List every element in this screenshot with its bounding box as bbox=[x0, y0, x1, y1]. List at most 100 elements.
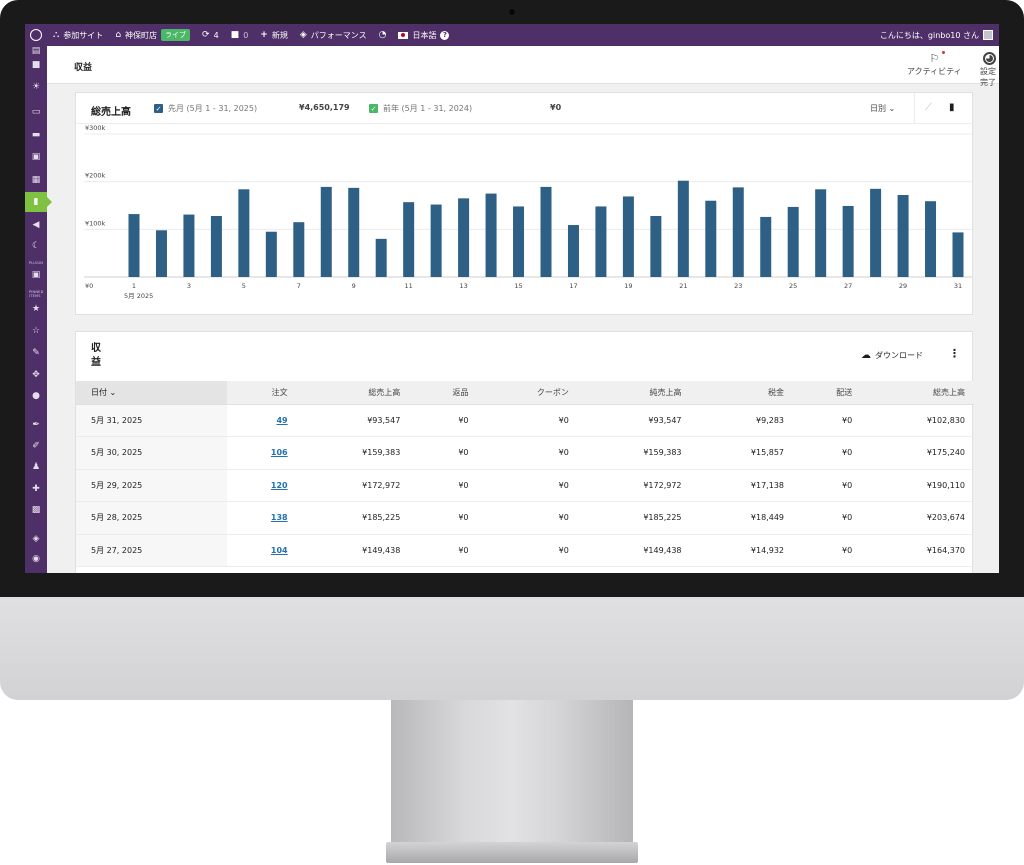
star-outline-icon[interactable]: ☆ bbox=[31, 326, 41, 336]
comments-menu[interactable]: ■ 0 bbox=[231, 30, 249, 40]
bar bbox=[128, 214, 140, 277]
interval-select[interactable]: 日別 ⌄ bbox=[870, 103, 895, 114]
comments-icon[interactable]: ■ bbox=[31, 60, 41, 70]
legend-item-current[interactable]: ✓ 先月 (5月 1 - 31, 2025) bbox=[154, 103, 257, 114]
menu-posts-icon[interactable]: ▤ bbox=[31, 46, 41, 56]
plugin-icon[interactable]: ▣ bbox=[31, 270, 41, 280]
column-header-returns[interactable]: 返品 bbox=[409, 381, 478, 405]
settings-icon[interactable]: ▩ bbox=[31, 505, 41, 515]
column-header-shipping[interactable]: 配送 bbox=[793, 381, 862, 405]
x-tick-label: 21 bbox=[679, 282, 687, 290]
bar bbox=[567, 225, 579, 277]
performance-label: パフォーマンス bbox=[310, 30, 367, 40]
flag-icon: ⚐ bbox=[929, 51, 946, 66]
blocks-icon[interactable]: ▦ bbox=[31, 175, 41, 185]
bar bbox=[485, 193, 497, 277]
cell-gross: ¥149,438 bbox=[296, 534, 410, 567]
greeting-label: こんにちは、ginbo10 さん bbox=[879, 30, 979, 40]
location-icon[interactable]: ● bbox=[32, 391, 40, 401]
orders-link[interactable]: 104 bbox=[270, 545, 288, 555]
cell-tax: ¥17,138 bbox=[690, 469, 794, 502]
column-header-date[interactable]: 日付 ⌄ bbox=[76, 381, 227, 405]
screen: ⛬ 参加サイト ⌂ 神保町店 ライブ ⟳ 4 ■ 0 + 新規 ◈ パフォーマン… bbox=[25, 24, 999, 573]
bar bbox=[403, 202, 415, 277]
column-header-tax[interactable]: 税金 bbox=[690, 381, 794, 405]
plus-icon: + bbox=[260, 30, 268, 40]
x-tick-label: 15 bbox=[514, 282, 522, 290]
orders-link[interactable]: 106 bbox=[270, 448, 288, 458]
legend-label-current: 先月 (5月 1 - 31, 2025) bbox=[168, 104, 258, 113]
brush-icon[interactable]: ✐ bbox=[32, 441, 40, 451]
hammer-icon[interactable]: ✒ bbox=[32, 420, 40, 430]
x-tick-label: 29 bbox=[899, 282, 907, 290]
bar bbox=[210, 215, 222, 277]
my-sites-menu[interactable]: ⛬ 参加サイト bbox=[53, 30, 103, 41]
y-tick-label: ¥200k bbox=[85, 172, 106, 180]
cell-shipping: ¥0 bbox=[793, 534, 862, 567]
column-header-gross[interactable]: 総売上高 bbox=[296, 381, 410, 405]
checkbox-previous[interactable]: ✓ bbox=[369, 104, 378, 113]
site-health-menu[interactable]: ◔ bbox=[379, 30, 387, 40]
monitor-stand bbox=[391, 700, 633, 844]
column-header-orders[interactable]: 注文 bbox=[227, 381, 297, 405]
cell-shipping: ¥0 bbox=[793, 436, 862, 470]
updates-menu[interactable]: ⟳ 4 bbox=[202, 30, 219, 40]
payments-icon[interactable]: ▣ bbox=[31, 152, 41, 162]
bar bbox=[155, 230, 167, 277]
column-header-total[interactable]: 総売上高 bbox=[861, 381, 974, 405]
comments-count: 0 bbox=[243, 30, 249, 40]
avatar bbox=[983, 30, 993, 40]
more-options-icon[interactable]: ⋮ bbox=[949, 347, 960, 360]
bar bbox=[870, 188, 882, 277]
y-tick-label: ¥100k bbox=[85, 219, 106, 227]
plugin-tag: PLUGIN bbox=[29, 261, 44, 265]
bar bbox=[677, 180, 689, 277]
monitor-chin bbox=[0, 597, 1024, 700]
x-tick-label: 31 bbox=[954, 282, 962, 290]
account-menu[interactable]: こんにちは、ginbo10 さん bbox=[880, 24, 993, 46]
column-header-net[interactable]: 純売上高 bbox=[577, 381, 691, 405]
x-tick-label: 7 bbox=[297, 282, 301, 290]
cell-coupons: ¥0 bbox=[477, 469, 578, 502]
cell-date: 5月 28, 2025 bbox=[76, 501, 227, 535]
bar bbox=[540, 186, 552, 277]
cell-tax: ¥14,932 bbox=[690, 534, 794, 567]
bar-chart-icon[interactable]: ▮ bbox=[949, 102, 955, 113]
orders-link[interactable]: 120 bbox=[270, 480, 288, 490]
megaphone-icon[interactable]: ◀ bbox=[32, 220, 40, 230]
tools-icon[interactable]: ✚ bbox=[32, 484, 40, 494]
legend-item-previous[interactable]: ✓ 前年 (5月 1 - 31, 2024) bbox=[369, 103, 472, 114]
table-title: 収益 bbox=[91, 343, 101, 368]
performance-menu[interactable]: ◈ パフォーマンス bbox=[300, 30, 367, 41]
collapse-icon[interactable]: ◉ bbox=[32, 554, 40, 564]
setup-button[interactable]: 設定完了 bbox=[980, 52, 999, 88]
archive-icon[interactable]: ▬ bbox=[31, 130, 41, 140]
cell-net: ¥185,225 bbox=[577, 501, 691, 535]
language-menu[interactable]: 日本語 ? bbox=[398, 30, 450, 41]
orders-link[interactable]: 138 bbox=[270, 513, 288, 523]
new-content-menu[interactable]: + 新規 bbox=[260, 30, 288, 41]
line-chart-icon[interactable]: ⟋ bbox=[925, 102, 932, 113]
download-button[interactable]: ☁ ダウンロード bbox=[861, 350, 923, 361]
woo-icon[interactable]: ▭ bbox=[31, 107, 41, 117]
users-icon[interactable]: ♟ bbox=[31, 462, 41, 472]
star-filled-icon[interactable]: ★ bbox=[31, 304, 41, 314]
pin-icon[interactable]: ✎ bbox=[32, 348, 40, 358]
move-icon[interactable]: ✥ bbox=[32, 370, 40, 380]
home-icon: ⌂ bbox=[115, 30, 122, 40]
wordpress-logo-icon[interactable] bbox=[25, 24, 47, 46]
bar bbox=[732, 187, 744, 277]
activity-button[interactable]: ⚐ アクティビティ bbox=[907, 51, 962, 77]
analytics-icon[interactable]: ▮ bbox=[25, 192, 52, 212]
column-header-coupons[interactable]: クーポン bbox=[477, 381, 578, 405]
layers-icon[interactable]: ◈ bbox=[32, 534, 40, 544]
cell-returns: ¥0 bbox=[409, 469, 478, 502]
orders-link[interactable]: 49 bbox=[276, 415, 288, 425]
cell-shipping: ¥0 bbox=[793, 404, 862, 437]
store-menu[interactable]: ⌂ 神保町店 ライブ bbox=[115, 29, 191, 41]
lightbulb-icon[interactable]: ☀ bbox=[31, 82, 41, 92]
x-tick-sublabel: 5月 2025 bbox=[124, 292, 153, 300]
checkbox-current[interactable]: ✓ bbox=[154, 104, 163, 113]
moon-icon[interactable]: ☾ bbox=[31, 241, 41, 251]
